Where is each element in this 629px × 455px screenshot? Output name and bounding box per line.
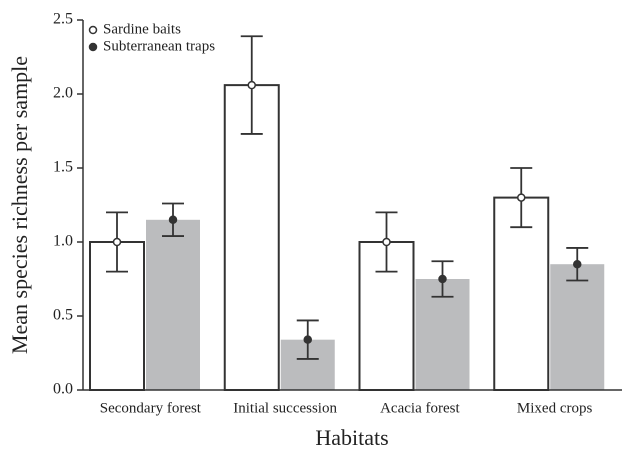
y-tick-label: 0.0 bbox=[53, 381, 73, 398]
y-tick-label: 2.0 bbox=[53, 85, 73, 102]
point-marker bbox=[382, 237, 391, 247]
point-marker bbox=[438, 274, 447, 284]
point-marker bbox=[168, 215, 178, 225]
x-tick-label: Mixed crops bbox=[517, 400, 593, 416]
x-axis-label: Habitats bbox=[315, 425, 388, 450]
y-tick-label: 1.0 bbox=[53, 233, 73, 250]
bar bbox=[146, 219, 200, 390]
legend-marker bbox=[88, 25, 98, 35]
legend-label: Sardine baits bbox=[103, 21, 181, 37]
x-tick-label: Acacia forest bbox=[380, 400, 460, 416]
point-marker bbox=[247, 80, 256, 90]
point-marker bbox=[112, 237, 122, 247]
bar bbox=[550, 264, 605, 390]
y-tick-label: 1.5 bbox=[53, 159, 73, 176]
y-axis-label: Mean species richness per sample bbox=[7, 56, 32, 354]
point-marker bbox=[303, 335, 312, 344]
legend-marker bbox=[88, 42, 98, 52]
legend-label: Subterranean traps bbox=[103, 38, 215, 54]
point-marker bbox=[573, 259, 582, 269]
y-tick-label: 0.5 bbox=[53, 307, 73, 324]
x-tick-label: Initial succession bbox=[233, 400, 337, 416]
y-tick-label: 2.5 bbox=[53, 11, 73, 28]
x-tick-label: Secondary forest bbox=[100, 400, 202, 416]
point-marker bbox=[517, 193, 526, 202]
